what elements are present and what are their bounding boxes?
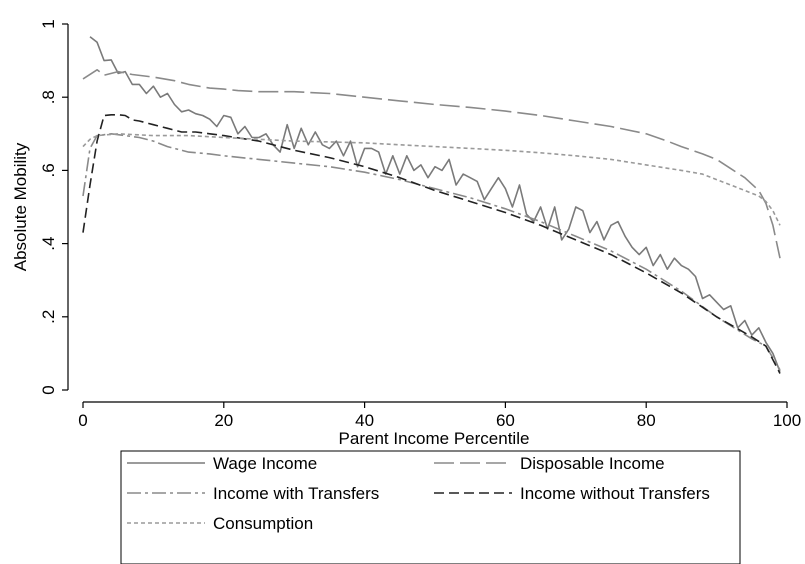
x-axis-title: Parent Income Percentile [339,429,530,448]
axes-group: 0 .2 .4 .6 .8 1 0 20 40 60 80 100 [39,19,801,430]
legend-label: Consumption [213,514,313,533]
series-line-disposable-income [82,69,781,259]
plot-series-group [82,36,781,374]
series-line-income-without-transfers [82,114,781,374]
x-tick-label: 40 [355,411,374,430]
series-line-wage-income [89,36,781,372]
legend: Wage Income Disposable Income Income with … [120,450,741,564]
y-tick-label: .4 [39,237,58,251]
x-tick-label: 100 [773,411,801,430]
series-line-consumption [82,133,781,226]
y-tick-label: .6 [39,163,58,177]
x-tick-label: 60 [496,411,515,430]
legend-label: Wage Income [213,454,317,473]
legend-box [120,450,741,564]
series-line-income-with-transfers [82,133,781,371]
y-tick-label: .8 [39,90,58,104]
y-axis-title: Absolute Mobility [11,142,30,271]
x-tick-label: 80 [637,411,656,430]
legend-label: Income with Transfers [213,484,379,503]
y-tick-label: .2 [39,310,58,324]
legend-label: Income without Transfers [520,484,710,503]
x-tick-label: 0 [78,411,87,430]
y-tick-label: 0 [39,385,58,394]
x-tick-label: 20 [214,411,233,430]
legend-label: Disposable Income [520,454,665,473]
y-tick-label: 1 [39,19,58,28]
